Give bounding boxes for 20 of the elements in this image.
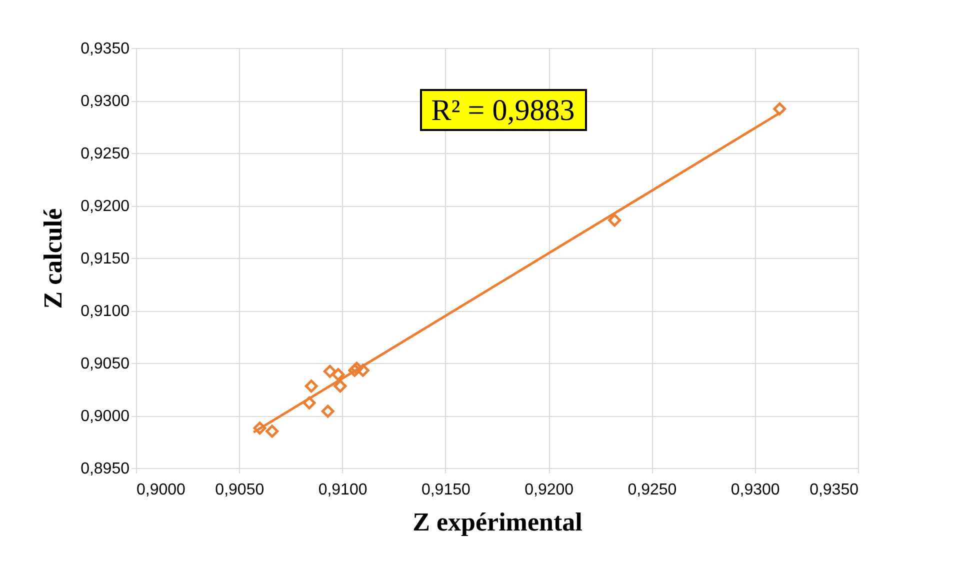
- x-tick-label: 0,9150: [421, 482, 470, 498]
- y-tick-label: 0,8950: [80, 460, 130, 478]
- y-tick-label: 0,9050: [80, 356, 130, 372]
- y-tick-label: 0,9300: [80, 93, 130, 110]
- x-tick-label: 0,9100: [318, 482, 368, 498]
- y-tick-label: 0,9150: [80, 250, 130, 268]
- x-tick-label: 0,9200: [524, 482, 574, 498]
- x-tick-label: 0,9350: [810, 482, 859, 498]
- annotation: R² = 0,9883: [431, 94, 575, 127]
- y-axis-title: Z calculé: [38, 208, 68, 309]
- y-tick-label: 0,9200: [80, 198, 130, 215]
- x-axis-title: Z expérimental: [412, 508, 582, 536]
- x-tick-label: 0,9050: [215, 482, 264, 498]
- x-tick-label: 0,9000: [136, 482, 186, 498]
- x-tick-label: 0,9300: [730, 482, 780, 498]
- y-tick-label: 0,9100: [80, 303, 130, 320]
- y-tick-label: 0,9000: [80, 408, 130, 425]
- y-tick-label: 0,9250: [80, 146, 130, 162]
- y-tick-label: 0,9350: [80, 40, 130, 58]
- x-tick-label: 0,9250: [628, 482, 677, 498]
